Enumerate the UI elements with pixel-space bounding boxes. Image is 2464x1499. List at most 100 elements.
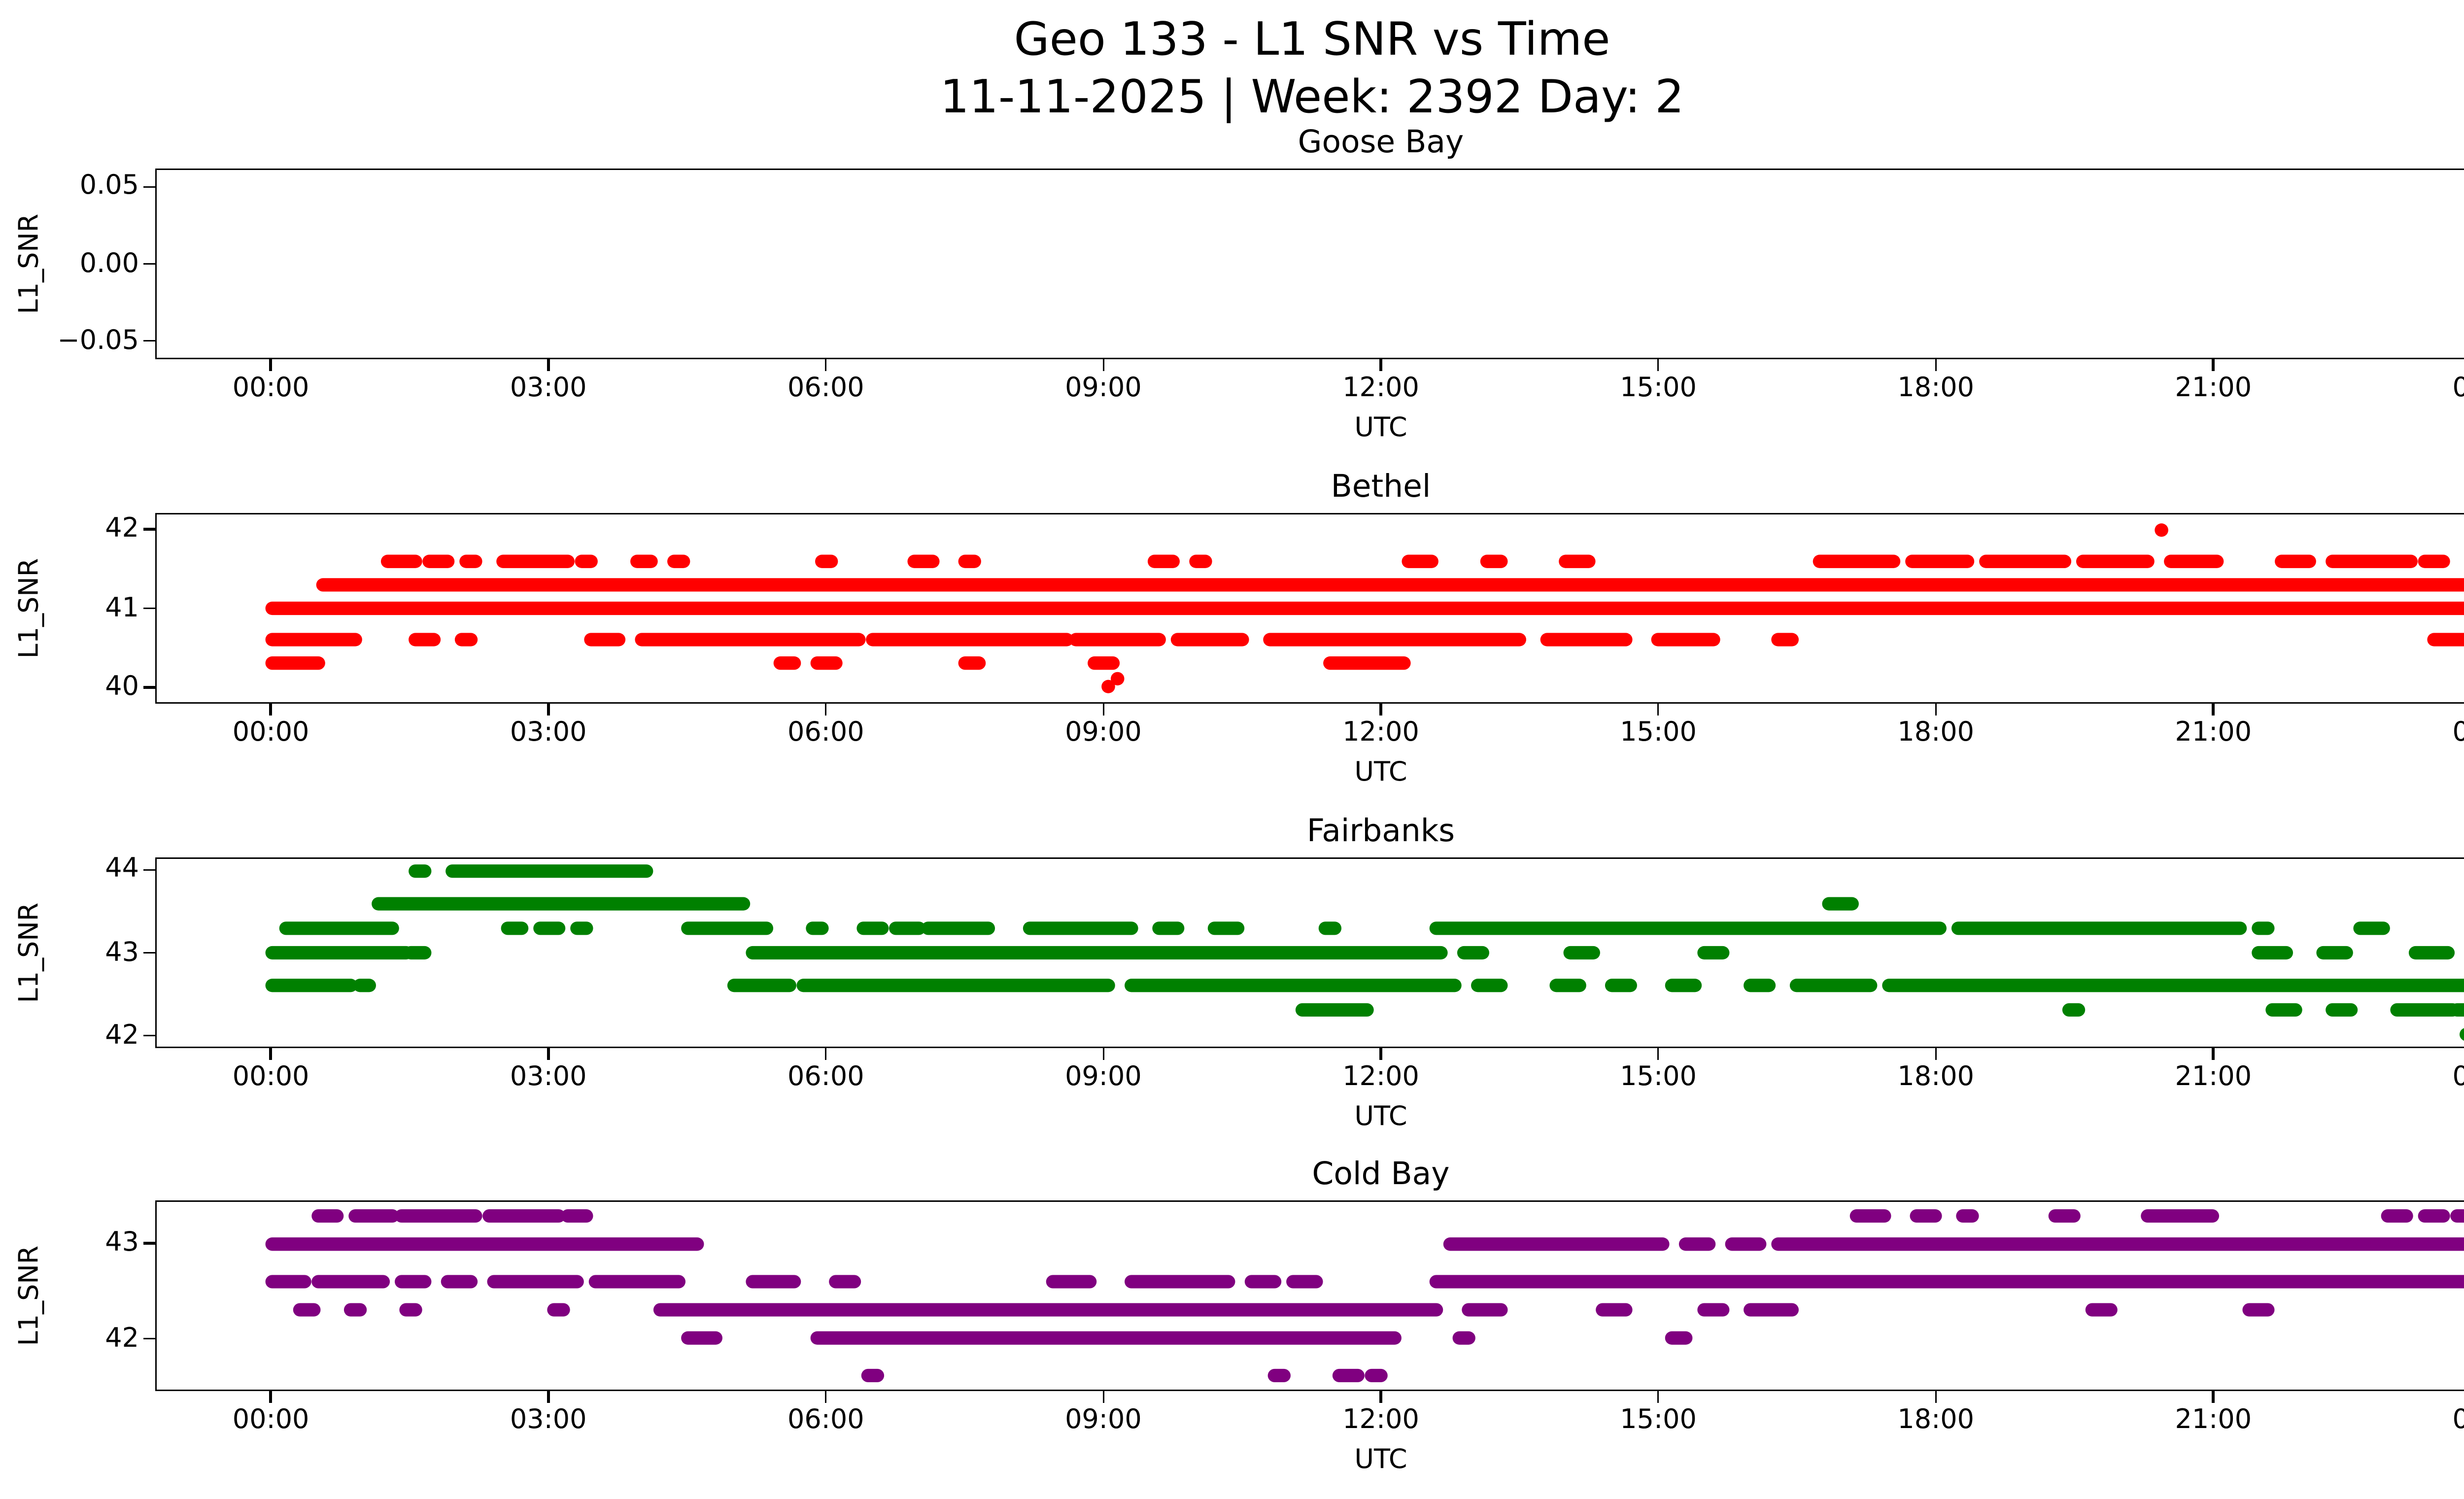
data-band	[1905, 554, 1975, 568]
data-band	[1125, 1275, 1235, 1289]
data-band	[1443, 1237, 1670, 1251]
x-tick-mark	[1102, 1391, 1105, 1403]
data-band	[2418, 554, 2450, 568]
x-axis-label: UTC	[1354, 412, 1407, 443]
data-band	[1152, 921, 1185, 935]
data-band	[1744, 1303, 1799, 1317]
x-tick-mark	[824, 1048, 827, 1060]
x-tick-label: 00:00	[2424, 717, 2464, 748]
x-tick-label: 00:00	[232, 1061, 309, 1092]
data-band	[1771, 1237, 2464, 1251]
x-tick-label: 00:00	[2424, 373, 2464, 404]
data-band	[1365, 1368, 1388, 1383]
subplot-fairbanks: Fairbanks L1_SNR UTC 44 43 42 00:00 03:00 06:…	[0, 813, 2464, 1156]
x-tick-mark	[2212, 1391, 2215, 1403]
x-tick-label: 18:00	[1897, 717, 1974, 748]
data-band	[2275, 554, 2316, 568]
x-tick-mark	[547, 1391, 550, 1403]
y-tick-label: 42	[105, 1322, 139, 1354]
plot-frame	[155, 1200, 2464, 1391]
data-band	[1540, 633, 1633, 647]
data-band	[2390, 1003, 2460, 1017]
x-tick-mark	[1102, 704, 1105, 715]
data-band	[588, 1275, 686, 1289]
x-tick-mark	[270, 704, 272, 715]
data-point	[1101, 680, 1115, 693]
y-tick-label: 42	[105, 512, 139, 544]
x-axis-label: UTC	[1354, 1444, 1407, 1475]
data-band	[1457, 946, 1489, 960]
data-band	[459, 554, 482, 568]
data-band	[279, 921, 399, 935]
data-band	[1951, 921, 2247, 935]
data-band	[746, 946, 1448, 960]
data-band	[958, 554, 981, 568]
data-band	[1605, 979, 1637, 992]
y-tick-mark	[143, 263, 155, 265]
data-band	[1882, 979, 2464, 992]
x-tick-label: 06:00	[787, 717, 864, 748]
x-tick-mark	[1379, 704, 1382, 715]
data-band	[861, 1368, 885, 1383]
data-band	[409, 633, 441, 647]
data-band	[810, 656, 843, 670]
data-band	[2316, 946, 2353, 960]
data-band	[667, 554, 690, 568]
data-band	[1956, 1209, 1979, 1223]
figure-title: Geo 133 - L1 SNR vs Time	[1014, 13, 1610, 67]
y-tick-label: 0.00	[79, 247, 139, 279]
data-band	[806, 921, 829, 935]
data-band	[2450, 1003, 2464, 1017]
x-tick-label: 21:00	[2175, 717, 2252, 748]
data-band	[533, 921, 566, 935]
data-band	[2164, 554, 2224, 568]
x-tick-mark	[1379, 359, 1382, 371]
x-tick-label: 21:00	[2175, 373, 2252, 404]
data-band	[1910, 1209, 1942, 1223]
data-band	[561, 1209, 593, 1223]
plot-frame	[155, 169, 2464, 359]
x-tick-mark	[824, 359, 827, 371]
data-band	[1678, 1237, 1716, 1251]
data-band	[2062, 1003, 2086, 1017]
x-tick-mark	[2212, 1048, 2215, 1060]
x-tick-label: 03:00	[510, 373, 587, 404]
data-band	[2076, 554, 2155, 568]
data-band	[445, 864, 653, 878]
x-tick-mark	[1657, 1391, 1660, 1403]
data-band	[1480, 554, 1508, 568]
x-tick-label: 12:00	[1342, 373, 1419, 404]
data-band	[2326, 1003, 2358, 1017]
x-tick-mark	[2212, 359, 2215, 371]
x-axis-label: UTC	[1354, 1101, 1407, 1132]
data-band	[2141, 1209, 2220, 1223]
data-band	[1979, 554, 2072, 568]
data-band	[1462, 1303, 1508, 1317]
data-band	[958, 656, 986, 670]
data-band	[422, 554, 455, 568]
x-tick-label: 09:00	[1065, 1404, 1142, 1435]
x-tick-mark	[1379, 1391, 1382, 1403]
x-tick-mark	[1102, 1048, 1105, 1060]
data-band	[265, 946, 413, 960]
data-band	[441, 1275, 478, 1289]
data-band	[1429, 1275, 2464, 1289]
data-point	[2155, 523, 2168, 537]
x-tick-label: 12:00	[1342, 1061, 1419, 1092]
y-tick-label: 0.05	[79, 170, 139, 202]
x-tick-label: 00:00	[2424, 1061, 2464, 1092]
data-band	[487, 1275, 584, 1289]
data-band	[570, 921, 593, 935]
x-tick-label: 18:00	[1897, 1061, 1974, 1092]
data-band	[395, 1209, 482, 1223]
data-band	[2048, 1209, 2081, 1223]
data-band	[501, 921, 529, 935]
data-band	[316, 578, 2464, 592]
data-band	[1813, 554, 1901, 568]
y-tick-mark	[143, 1242, 155, 1245]
data-band	[293, 1303, 321, 1317]
data-band	[727, 979, 796, 992]
data-band	[1402, 554, 1438, 568]
data-band	[1189, 554, 1212, 568]
